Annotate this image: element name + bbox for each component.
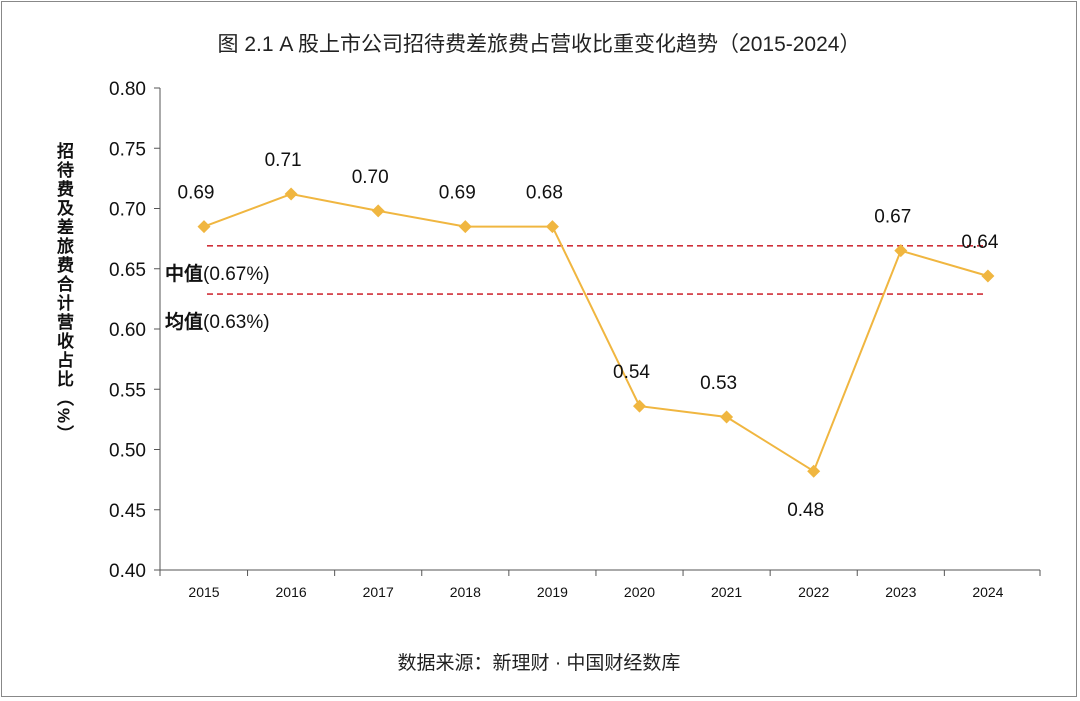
data-point	[633, 399, 646, 413]
data-point	[284, 187, 298, 201]
reference-value: (0.67%)	[203, 264, 270, 285]
x-tick-label: 2016	[276, 584, 307, 600]
reference-value: (0.63%)	[203, 312, 270, 333]
series-line	[203, 193, 989, 473]
data-label: 0.54	[613, 362, 650, 383]
data-point	[981, 269, 995, 283]
y-tick-label: 0.80	[109, 79, 146, 100]
y-tick-label: 0.60	[109, 320, 146, 341]
y-tick-label: 0.50	[109, 441, 146, 462]
data-point	[545, 220, 559, 234]
y-tick-label: 0.45	[109, 501, 146, 522]
x-tick-label: 2018	[450, 584, 481, 600]
y-tick-label: 0.65	[109, 260, 146, 281]
x-tick-label: 2015	[188, 584, 219, 600]
x-tick-label: 2019	[537, 584, 568, 600]
x-tick-label: 2021	[711, 584, 742, 600]
data-point	[894, 244, 908, 258]
y-tick-label: 0.70	[109, 200, 146, 221]
data-label: 0.53	[700, 373, 737, 394]
data-label: 0.69	[178, 183, 215, 204]
x-tick-label: 2020	[624, 584, 655, 600]
y-tick-label: 0.40	[109, 561, 146, 582]
x-tick-label: 2023	[885, 584, 916, 600]
data-point	[197, 220, 211, 234]
x-tick-label: 2024	[972, 584, 1003, 600]
y-tick-label: 0.55	[109, 380, 146, 401]
reference-name: 中值	[165, 262, 203, 285]
data-label: 0.70	[352, 167, 389, 188]
x-tick-label: 2017	[363, 584, 394, 600]
y-axis-label: 招待费及差旅费合计营收占比（%）	[54, 142, 73, 445]
data-source: 数据来源：新理财 · 中国财经数库	[397, 653, 681, 674]
data-point	[371, 204, 385, 218]
reference-name: 均值	[165, 310, 203, 333]
data-point	[458, 220, 472, 234]
data-label: 0.48	[787, 500, 824, 521]
reference-label: 均值(0.63%)	[165, 310, 270, 333]
data-label: 0.64	[961, 232, 998, 253]
y-tick-label: 0.75	[109, 139, 146, 160]
data-label: 0.69	[439, 183, 476, 204]
data-point	[807, 464, 821, 478]
data-label: 0.68	[526, 183, 563, 204]
reference-label: 中值(0.67%)	[165, 262, 270, 285]
x-tick-label: 2022	[798, 584, 829, 600]
data-label: 0.71	[265, 150, 302, 171]
data-label: 0.67	[874, 207, 911, 228]
chart-title: 图 2.1 A 股上市公司招待费差旅费占营收比重变化趋势（2015-2024）	[217, 33, 861, 56]
data-point	[720, 410, 734, 424]
